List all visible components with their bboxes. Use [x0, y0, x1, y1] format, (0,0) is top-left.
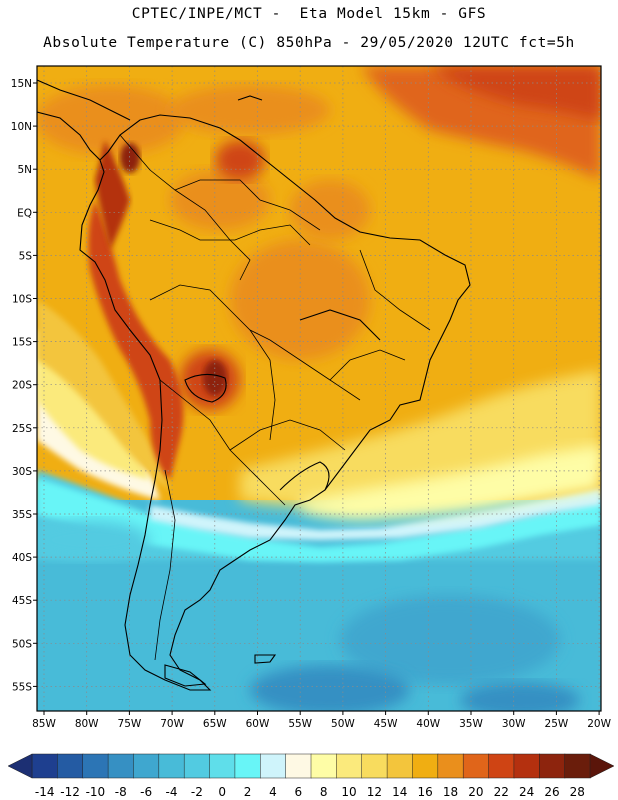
colorbar-swatch [234, 753, 261, 779]
lon-label: 85W [32, 718, 56, 730]
lat-label: 55S [12, 681, 32, 693]
colorbar-swatch [183, 753, 211, 779]
colorbar-swatch [539, 753, 566, 779]
lat-label: 5N [17, 164, 32, 176]
colorbar-label: 8 [320, 785, 328, 799]
coastlines [37, 79, 471, 691]
colorbar-swatch [285, 753, 312, 779]
colorbar-label: 6 [294, 785, 302, 799]
lat-label: 20S [12, 380, 32, 392]
colorbar-swatch [82, 753, 109, 779]
colorbar-label: 26 [544, 785, 559, 799]
colorbar-swatch [386, 753, 414, 779]
colorbar-swatch [57, 753, 84, 779]
colorbar-label: -2 [191, 785, 203, 799]
longitude-labels: 85W 80W 75W 70W 65W 60W 55W 50W 45W 40W 35W 30W 25W 2… [32, 711, 612, 730]
colorbar-label: 24 [519, 785, 534, 799]
colorbar-swatch [437, 753, 464, 779]
colorbar-label: 12 [367, 785, 382, 799]
lon-label: 55W [288, 718, 312, 730]
lat-label: 40S [12, 552, 32, 564]
colorbar-label: -4 [166, 785, 178, 799]
colorbar-label: 10 [341, 785, 356, 799]
colorbar-label: 16 [417, 785, 432, 799]
colorbar-label: 0 [218, 785, 226, 799]
lat-label: 15S [12, 337, 32, 349]
colorbar-label: -10 [86, 785, 106, 799]
lat-label: 30S [12, 466, 32, 478]
lon-label: 35W [459, 718, 483, 730]
colorbar-label: 14 [392, 785, 407, 799]
colorbar-max-arrow [589, 753, 615, 779]
lon-label: 30W [502, 718, 526, 730]
lon-label: 80W [75, 718, 99, 730]
colorbar-swatch [564, 753, 591, 779]
colorbar-swatch [107, 753, 135, 779]
lon-label: 65W [203, 718, 227, 730]
colorbar-label: -14 [35, 785, 55, 799]
colorbar [7, 753, 615, 779]
colorbar-swatch [31, 753, 59, 779]
lat-label: 25S [12, 423, 32, 435]
lat-label: 35S [12, 509, 32, 521]
colorbar-swatch [412, 753, 439, 779]
temperature-field [37, 66, 601, 711]
colorbar-label: -12 [60, 785, 80, 799]
colorbar-min-arrow [7, 753, 33, 779]
country-borders [119, 134, 431, 661]
lon-label: 75W [118, 718, 142, 730]
colorbar-label: 20 [468, 785, 483, 799]
lon-label: 25W [545, 718, 569, 730]
colorbar-swatch [336, 753, 363, 779]
colorbar-swatch [513, 753, 540, 779]
colorbar-label: -8 [115, 785, 127, 799]
lat-label: 50S [12, 638, 32, 650]
colorbar-label: 4 [269, 785, 277, 799]
colorbar-swatch [462, 753, 490, 779]
colorbar-label: -6 [140, 785, 152, 799]
lon-label: 70W [160, 718, 184, 730]
lon-label: 45W [374, 718, 398, 730]
colorbar-swatch [310, 753, 338, 779]
lon-label: 50W [331, 718, 355, 730]
colorbar-label: 2 [244, 785, 252, 799]
lat-label: 15N [11, 78, 32, 90]
colorbar-label: 28 [570, 785, 585, 799]
lat-label: 45S [12, 595, 32, 607]
lon-label: 20W [587, 718, 611, 730]
lat-label: 10N [11, 121, 32, 133]
colorbar-swatch [260, 753, 287, 779]
map-title: CPTEC/INPE/MCT - Eta Model 15km - GFS [131, 6, 487, 22]
lat-label: 5S [19, 250, 33, 262]
colorbar-swatch [158, 753, 185, 779]
lon-label: 60W [246, 718, 270, 730]
latitude-labels: 15N 10N 5N EQ 5S 10S 15S 20S 25S 30S 35S 40S 45S 50S 5… [11, 78, 37, 693]
map-subtitle: Absolute Temperature (C) 850hPa - 29/05/… [43, 35, 575, 51]
colorbar-swatch [209, 753, 236, 779]
colorbar-label: 22 [494, 785, 509, 799]
map-frame [36, 65, 602, 712]
lon-label: 40W [416, 718, 440, 730]
colorbar-label: 18 [443, 785, 458, 799]
colorbar-swatch [133, 753, 160, 779]
lat-label: 10S [12, 294, 32, 306]
lat-label: EQ [17, 207, 32, 219]
colorbar-swatch [361, 753, 388, 779]
colorbar-swatch [488, 753, 515, 779]
colorbar-labels: -14 -12 -10 -8 -6 -4 -2 0 2 4 6 8 10 12 14 16 18 20 22 24 26… [35, 785, 585, 799]
